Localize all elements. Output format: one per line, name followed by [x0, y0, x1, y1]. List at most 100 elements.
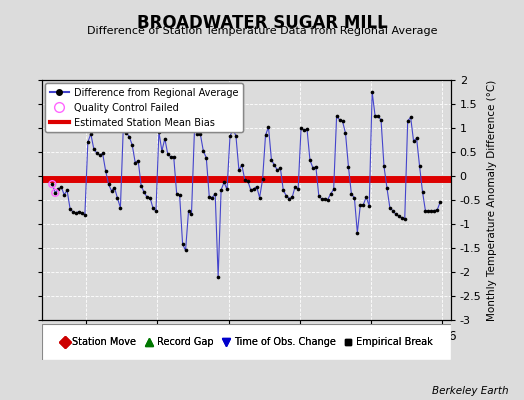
Point [211, 190, 220, 197]
Point [163, 151, 172, 158]
Point [288, 194, 297, 200]
Point [178, 241, 187, 247]
Point [63, 187, 71, 194]
Point [430, 207, 439, 214]
Legend: Difference from Regional Average, Quality Control Failed, Estimated Station Mean: Difference from Regional Average, Qualit… [45, 83, 243, 132]
Point [356, 202, 365, 208]
Point [291, 183, 299, 190]
Point [249, 186, 258, 192]
Point [116, 204, 125, 211]
Point [282, 192, 290, 199]
Point [86, 130, 95, 137]
Point [95, 152, 104, 158]
Point [427, 208, 435, 214]
Point [134, 158, 143, 164]
Point [57, 183, 66, 190]
Point [155, 129, 163, 135]
Point [418, 189, 427, 195]
Point [409, 138, 418, 145]
Point [78, 210, 86, 216]
Point [48, 181, 57, 187]
Point [184, 208, 193, 214]
Point [285, 195, 293, 202]
Point [323, 196, 332, 203]
Point [187, 211, 195, 217]
Point [241, 177, 249, 183]
Point [149, 205, 157, 211]
Point [167, 154, 175, 160]
Point [158, 148, 166, 154]
Point [235, 166, 243, 173]
Point [395, 213, 403, 220]
Point [51, 190, 59, 196]
Point [152, 208, 160, 214]
Point [386, 205, 394, 211]
Point [400, 216, 409, 222]
Point [332, 113, 341, 119]
Point [377, 117, 385, 123]
Point [297, 125, 305, 131]
Point [421, 208, 430, 214]
Point [110, 184, 118, 191]
Point [312, 164, 320, 170]
Point [146, 194, 154, 201]
Point [347, 191, 356, 198]
Point [246, 187, 255, 193]
Point [131, 159, 139, 166]
Point [205, 194, 213, 200]
Point [359, 202, 367, 208]
Text: BROADWATER SUGAR MILL: BROADWATER SUGAR MILL [137, 14, 387, 32]
Point [48, 181, 57, 187]
Point [273, 167, 281, 174]
Point [306, 157, 314, 163]
Point [181, 247, 190, 254]
Point [326, 190, 335, 197]
Point [143, 194, 151, 200]
Point [244, 178, 252, 184]
Point [368, 89, 376, 95]
Point [81, 212, 89, 218]
Point [137, 182, 145, 189]
Point [217, 187, 225, 193]
Point [54, 186, 62, 193]
Point [294, 186, 302, 193]
Point [125, 134, 134, 140]
Point [172, 190, 181, 197]
Point [341, 130, 350, 136]
Point [276, 165, 285, 171]
Point [190, 127, 199, 134]
Point [223, 186, 231, 193]
Point [389, 207, 397, 214]
Text: Berkeley Earth: Berkeley Earth [432, 386, 508, 396]
Point [214, 274, 222, 280]
Point [90, 146, 98, 152]
Point [199, 148, 208, 154]
Point [220, 179, 228, 186]
Point [412, 135, 421, 141]
Point [229, 126, 237, 133]
Point [51, 190, 59, 196]
Point [353, 230, 362, 236]
Point [350, 194, 358, 201]
Point [403, 118, 412, 124]
Point [264, 124, 272, 130]
Point [398, 214, 406, 221]
Point [122, 130, 130, 136]
Point [300, 127, 308, 133]
Point [193, 131, 202, 138]
Text: Difference of Station Temperature Data from Regional Average: Difference of Station Temperature Data f… [87, 26, 437, 36]
Point [314, 193, 323, 199]
Point [107, 188, 116, 194]
Point [339, 118, 347, 124]
Point [433, 206, 442, 213]
Point [391, 211, 400, 218]
Point [60, 192, 68, 198]
Point [84, 139, 92, 146]
Point [279, 187, 288, 194]
Point [424, 207, 433, 214]
Point [176, 192, 184, 198]
Point [119, 122, 127, 129]
Point [69, 209, 77, 215]
Point [72, 210, 80, 216]
Point [365, 202, 374, 209]
